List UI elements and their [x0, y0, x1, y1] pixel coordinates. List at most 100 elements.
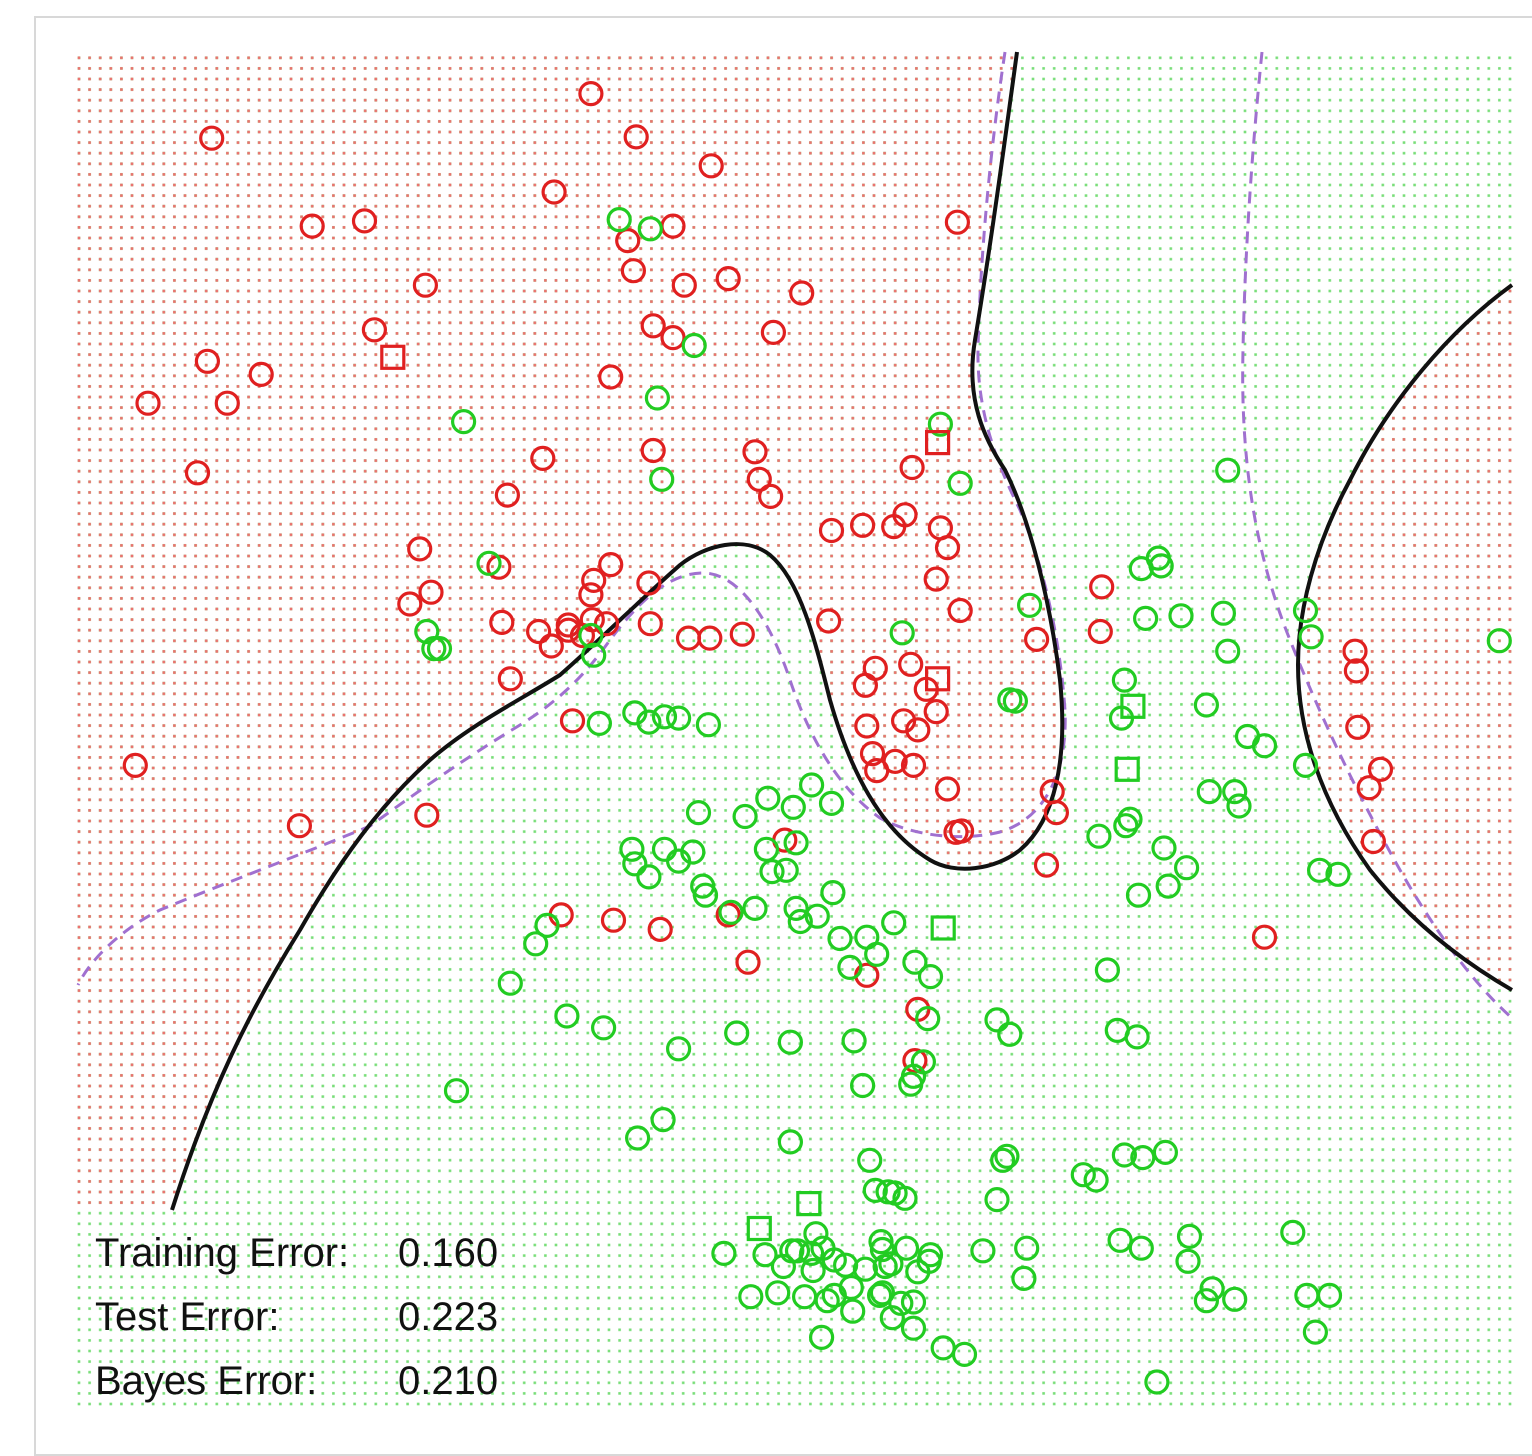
green-point [777, 1129, 804, 1155]
red-point [1342, 638, 1368, 664]
green-point [881, 910, 907, 936]
green-point [927, 411, 954, 437]
red-point [944, 209, 971, 235]
green-point [724, 1020, 750, 1046]
green-point [590, 1015, 617, 1041]
green-point [1222, 778, 1248, 805]
red-point [900, 752, 927, 779]
green-point [738, 1284, 764, 1310]
red-point [640, 313, 666, 339]
red-point [746, 466, 772, 492]
green-point [997, 1021, 1023, 1047]
green-point [849, 1072, 876, 1099]
green-point [1011, 1265, 1037, 1292]
green-point [910, 1049, 937, 1075]
scatter-chart: Training Error: 0.160 Test Error: 0.223 … [72, 51, 1517, 1407]
figure: Training Error: 0.160 Test Error: 0.223 … [34, 16, 1532, 1456]
green-point [1306, 857, 1333, 883]
green-point [1302, 1319, 1329, 1345]
green-point [586, 710, 613, 737]
red-point [579, 607, 605, 633]
green-point [889, 620, 915, 646]
red-point [671, 272, 697, 298]
green-point [783, 830, 809, 856]
red-point [735, 949, 761, 975]
red-point [299, 213, 325, 239]
green-point [1132, 605, 1159, 632]
red-point [698, 153, 724, 179]
green-point [879, 1305, 905, 1331]
red-point [194, 348, 220, 374]
green-point [838, 1274, 864, 1301]
red-point [1345, 714, 1371, 740]
green-point [1111, 667, 1138, 693]
red-point [351, 208, 378, 234]
green-point [893, 1235, 920, 1261]
green-point [581, 642, 607, 668]
green-point [636, 709, 662, 735]
red-point [934, 776, 961, 802]
green-square-point [796, 1190, 822, 1217]
green-point [1173, 855, 1200, 881]
green-point [900, 1315, 927, 1341]
green-point [878, 1251, 904, 1277]
green-point [1193, 1288, 1220, 1314]
green-point [869, 1236, 896, 1263]
red-point [636, 570, 662, 596]
green-point [1294, 1282, 1320, 1309]
green-point [857, 1147, 883, 1173]
green-point [798, 772, 825, 798]
green-point [759, 858, 785, 885]
green-point [1107, 1227, 1133, 1253]
bayes-error-label: Bayes Error: [95, 1359, 317, 1403]
green-point [1193, 692, 1220, 718]
green-point [798, 1240, 825, 1267]
red-point [397, 591, 423, 617]
green-point [1125, 882, 1152, 908]
green-point [426, 635, 453, 662]
red-point [818, 517, 845, 544]
red-point [418, 579, 444, 605]
green-point [1002, 688, 1029, 714]
green-point [711, 1240, 737, 1267]
green-point [651, 704, 678, 730]
green-point [732, 803, 758, 830]
green-point [804, 903, 830, 929]
points-layer [122, 80, 1512, 1395]
green-point [1168, 603, 1194, 629]
green-point [451, 409, 477, 435]
red-point [530, 445, 556, 471]
red-point [525, 618, 552, 645]
green-square-point [746, 1215, 772, 1242]
red-point [184, 460, 211, 486]
red-point [1089, 574, 1115, 600]
green-point [680, 839, 706, 865]
green-point [1152, 1139, 1179, 1166]
red-point [598, 551, 624, 578]
green-point [864, 941, 890, 967]
training-error-label: Training Error: [95, 1231, 349, 1275]
green-point [718, 899, 744, 925]
green-point [692, 882, 719, 908]
red-point [1343, 658, 1370, 684]
green-point [1155, 873, 1181, 899]
green-point [915, 1005, 941, 1032]
red-point [1251, 924, 1278, 950]
green-point [773, 857, 799, 883]
green-point [644, 385, 671, 411]
red-point [615, 228, 641, 254]
green-point [917, 963, 944, 990]
green-point [578, 622, 604, 649]
bayes-error-value: 0.210 [398, 1359, 498, 1403]
green-point [1176, 1223, 1203, 1250]
training-error-value: 0.160 [398, 1231, 498, 1275]
red-region-left [72, 52, 1063, 1210]
green-point [624, 1125, 651, 1151]
red-point [578, 582, 604, 608]
red-point [923, 698, 949, 725]
red-point [559, 708, 586, 734]
green-point [619, 836, 645, 862]
test-error-label: Test Error: [95, 1295, 279, 1339]
green-point [1016, 592, 1043, 618]
red-square-point [380, 344, 406, 370]
